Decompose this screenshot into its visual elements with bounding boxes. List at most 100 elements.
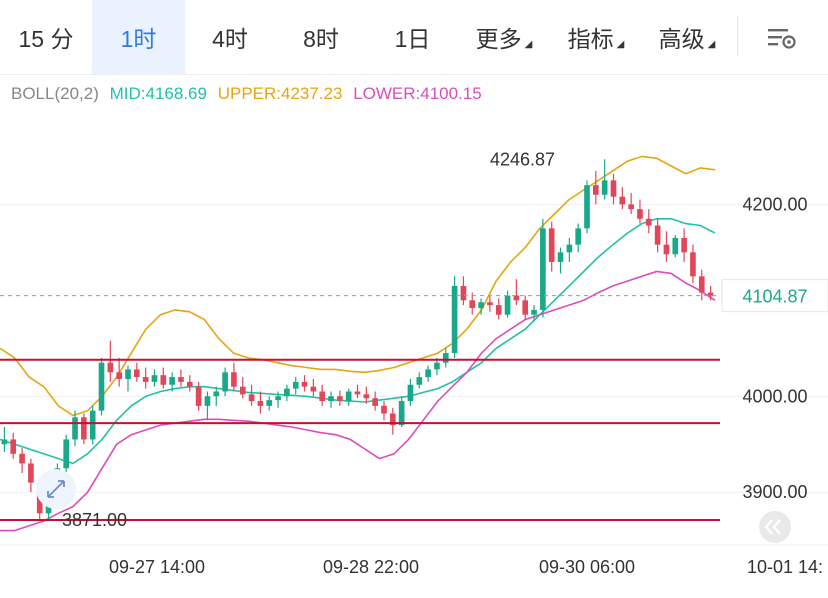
candle xyxy=(284,388,290,397)
tab-label: 4时 xyxy=(212,26,248,52)
tab-7[interactable]: 指标 ◢ xyxy=(550,0,642,74)
tab-label: 1时 xyxy=(120,26,157,52)
y-tick-label: 4200.00 xyxy=(742,194,807,214)
candle xyxy=(690,252,696,277)
candle xyxy=(425,369,431,378)
candle xyxy=(531,309,537,315)
candle xyxy=(504,295,511,315)
candle xyxy=(98,362,105,411)
candle xyxy=(681,237,687,253)
candle xyxy=(204,396,211,406)
tab-label: 8时 xyxy=(303,26,339,52)
expand-icon[interactable] xyxy=(36,469,76,509)
tab-label: 指标 xyxy=(567,26,614,52)
candle xyxy=(584,185,590,229)
expand-arrows xyxy=(47,480,65,498)
candle xyxy=(672,237,679,255)
candle xyxy=(186,381,193,387)
candle xyxy=(319,391,326,402)
header-divider xyxy=(0,74,828,75)
candle xyxy=(548,228,555,262)
high-marker-label: 4246.87 xyxy=(490,149,555,169)
candle xyxy=(81,417,87,440)
tab-4[interactable]: 8时 xyxy=(275,0,367,74)
candle xyxy=(125,369,131,379)
candle xyxy=(495,305,502,315)
boll-lower-line xyxy=(0,270,716,532)
candle xyxy=(19,453,25,464)
current-price-box xyxy=(721,279,828,313)
boll-name: BOLL(20,2) xyxy=(11,84,99,103)
tab-6[interactable]: 更多 ◢ xyxy=(458,0,550,74)
tabs-separator xyxy=(737,16,738,56)
candle xyxy=(540,228,546,310)
double-chevron-left xyxy=(764,519,781,535)
candle xyxy=(601,180,608,195)
candle xyxy=(645,218,652,226)
candle xyxy=(178,377,184,382)
x-tick-label: 09-28 22:00 xyxy=(323,557,419,577)
candle xyxy=(337,396,343,402)
tab-8[interactable]: 高级 ◢ xyxy=(642,0,732,74)
candle xyxy=(248,394,255,402)
candle xyxy=(663,244,670,255)
candle xyxy=(213,391,220,397)
tab-5[interactable]: 1日 xyxy=(367,0,458,74)
candle xyxy=(707,292,714,296)
chart-settings-button[interactable] xyxy=(756,18,808,58)
tab-label: 更多 xyxy=(475,26,522,52)
y-tick-label: 3900.00 xyxy=(742,482,807,502)
candle xyxy=(63,439,70,469)
candle xyxy=(239,386,246,395)
candle xyxy=(72,417,78,440)
candle xyxy=(628,204,634,210)
candle xyxy=(89,410,96,440)
candle xyxy=(698,276,705,293)
candle xyxy=(160,375,167,385)
collapse-icon[interactable] xyxy=(759,511,791,543)
candle xyxy=(637,209,643,219)
candle xyxy=(619,196,626,205)
candle xyxy=(522,300,529,315)
candle xyxy=(566,244,573,253)
tab-3[interactable]: 4时 xyxy=(185,0,275,74)
low-marker-label: 3871.00 xyxy=(62,510,127,530)
candle xyxy=(133,369,140,378)
tab-1[interactable]: 15 分 xyxy=(0,0,92,74)
candle xyxy=(416,377,423,385)
y-tick-label: 4000.00 xyxy=(742,386,807,406)
candle xyxy=(28,463,34,483)
candle xyxy=(10,439,17,454)
candle xyxy=(345,391,352,402)
tab-label: 1日 xyxy=(394,26,431,52)
boll-upper-line xyxy=(0,155,716,417)
candle xyxy=(310,386,317,392)
dropdown-caret-icon: ◢ xyxy=(524,38,533,50)
candle xyxy=(381,405,387,414)
candle xyxy=(513,295,520,301)
tab-label: 高级 xyxy=(658,26,705,52)
candle xyxy=(460,285,467,301)
boll-legend: BOLL(20,2) MID:4168.69 UPPER:4237.23 LOW… xyxy=(11,84,488,104)
timeframe-tabs: 15 分 1时 4时 8时 1日 更多 ◢ 指标 ◢ 高级 ◢ xyxy=(0,0,828,74)
candle xyxy=(593,185,599,195)
candle xyxy=(328,396,334,402)
candle xyxy=(442,353,449,363)
candle xyxy=(292,381,299,389)
x-tick-label: 10-01 14: xyxy=(747,557,823,577)
candle xyxy=(575,228,582,245)
candle xyxy=(363,394,370,399)
tab-2[interactable]: 1时 xyxy=(92,0,185,74)
boll-mid-line xyxy=(0,218,716,465)
candle xyxy=(222,372,228,392)
boll-lower: LOWER:4100.15 xyxy=(353,84,482,103)
candle xyxy=(398,401,405,426)
tab-label: 15 分 xyxy=(18,26,74,52)
candle xyxy=(354,391,361,395)
candle xyxy=(195,386,202,406)
candle xyxy=(610,180,617,197)
candle xyxy=(372,398,378,406)
candle xyxy=(557,252,564,262)
x-tick-label: 09-27 14:00 xyxy=(109,557,205,577)
